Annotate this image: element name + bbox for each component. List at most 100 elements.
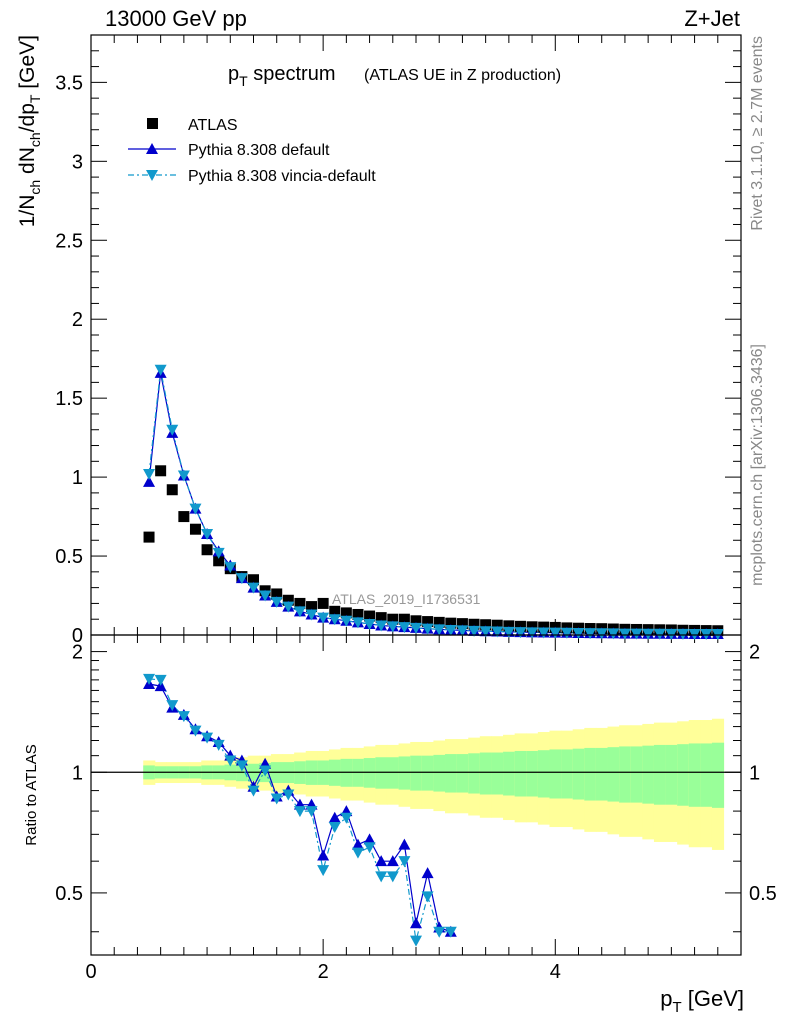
ratio-vincia-point [340, 812, 353, 824]
vincia-data-point [549, 627, 562, 639]
ratio-panel: 0.5 0.5 1 1 2 2 0 2 4 Ratio to ATLAS pT [GeV] [23, 634, 777, 1016]
vincia-data-point [421, 623, 434, 635]
main-subtitle: (ATLAS UE in Z production) [364, 67, 561, 84]
ratio-vincia-point [247, 785, 260, 797]
vincia-data-point [143, 468, 156, 480]
atlas-data-point [189, 523, 201, 535]
main-y-tick-label: 0 [72, 625, 83, 647]
ratio-uncertainty-bands [143, 718, 725, 850]
mcplots-reference-label: mcplots.cern.ch [arXiv:1306.3436] [749, 344, 766, 586]
ratio-vincia-point [433, 926, 446, 938]
ratio-vincia-point [444, 926, 457, 938]
ratio-default-point [398, 838, 411, 850]
vincia-data-point [247, 582, 260, 594]
atlas-data-point [213, 555, 225, 567]
vincia-data-point [676, 628, 689, 640]
ratio-x-axis-label: pT [GeV] [660, 986, 744, 1016]
vincia-data-point [572, 627, 585, 639]
ratio-stat-uncertainty-bin [398, 756, 411, 790]
ratio-vincia-point [166, 700, 179, 712]
ratio-stat-uncertainty-bin [630, 746, 643, 803]
x-axis-label-sub: T [672, 999, 681, 1016]
main-y-tick-label: 3 [72, 151, 83, 173]
vincia-data-point [618, 628, 631, 640]
x-axis-label-unit: [GeV] [682, 986, 744, 1011]
atlas-data-point [456, 618, 468, 630]
ratio-vincia-point [410, 935, 422, 947]
ratio-ticks: 0.5 0.5 1 1 2 2 0 2 4 [55, 642, 777, 983]
vincia-data-point [514, 627, 527, 639]
ratio-stat-uncertainty-bin [514, 750, 527, 797]
vincia-data-point [305, 609, 318, 621]
legend-atlas-label: ATLAS [188, 117, 238, 134]
ratio-vincia-point [328, 822, 341, 834]
ratio-stat-uncertainty-bin [642, 745, 655, 804]
vincia-data-point [386, 621, 399, 633]
main-title-word: spectrum [248, 63, 336, 85]
ratio-default-point [421, 867, 434, 879]
atlas-data-point [340, 607, 352, 619]
atlas-data-point [398, 613, 410, 625]
atlas-data-point [294, 597, 306, 609]
ratio-vincia-point [201, 732, 214, 744]
vincia-data-point [235, 573, 248, 585]
default-data-point [143, 475, 156, 487]
vincia-data-point [502, 626, 515, 638]
ratio-y-axis-label: Ratio to ATLAS [23, 744, 40, 845]
ratio-vincia-point [293, 806, 306, 818]
atlas-data-point [143, 531, 155, 543]
ratio-default-point [351, 838, 364, 850]
atlas-data-point [445, 617, 457, 629]
ratio-series [143, 673, 457, 947]
atlas-data-point [480, 619, 492, 631]
process-label: Z+Jet [684, 6, 740, 31]
ratio-vincia-point [212, 739, 225, 751]
ratio-stat-uncertainty-bin [561, 749, 574, 799]
ratio-vincia-point [386, 871, 399, 883]
ratio-panel-frame [90, 634, 742, 956]
vincia-data-point [201, 528, 214, 540]
main-y-tick-label: 0.5 [55, 546, 83, 568]
x-tick-label: 4 [550, 961, 561, 983]
vincia-data-point [491, 626, 504, 638]
atlas-data-point [433, 616, 445, 628]
atlas-data-point [166, 484, 178, 496]
legend: ATLAS Pythia 8.308 default Pythia 8.308 … [128, 117, 376, 185]
ratio-stat-uncertainty-bin [468, 753, 481, 794]
vincia-data-point [630, 628, 643, 640]
main-y-tick-label: 2 [72, 309, 83, 331]
main-y-axis-label: 1/Nch dNch/dpT [GeV] [16, 35, 43, 227]
ratio-y-tick-label-right: 1 [749, 762, 760, 784]
ratio-stat-uncertainty-bin [607, 747, 620, 802]
ratio-stat-uncertainty-bin [491, 752, 504, 795]
ratio-stat-uncertainty-bin [410, 755, 423, 791]
atlas-data-point [306, 601, 318, 613]
ratio-vincia-point [224, 755, 237, 767]
ratio-vincia-point [259, 765, 272, 777]
ratio-stat-uncertainty-bin [665, 744, 678, 805]
vincia-data-point [653, 628, 666, 640]
ratio-stat-uncertainty-bin [375, 757, 388, 789]
main-title-p: p [228, 63, 239, 85]
ratio-stat-uncertainty-bin [433, 754, 446, 792]
ratio-stat-uncertainty-bin [363, 758, 376, 788]
ratio-vincia-point [189, 725, 202, 737]
vincia-data-point [526, 627, 539, 639]
ratio-stat-uncertainty-bin [653, 744, 667, 805]
legend-default-marker [146, 143, 158, 154]
vincia-data-point [317, 612, 330, 624]
vincia-data-point [595, 628, 608, 640]
ratio-default-point [410, 917, 422, 929]
ratio-stat-uncertainty-bin [572, 748, 585, 800]
ratio-y-tick-label: 0.5 [55, 883, 83, 905]
ratio-default-point [386, 855, 399, 867]
atlas-data-point [468, 618, 480, 630]
ratio-default-point [317, 849, 330, 861]
ratio-default-point [375, 855, 388, 867]
beam-energy-label: 13000 GeV pp [105, 6, 247, 31]
vincia-data-point [584, 628, 597, 640]
vincia-data-point [328, 614, 341, 626]
vincia-data-point [665, 628, 678, 640]
vincia-data-point [340, 615, 353, 627]
main-y-tick-label: 1 [72, 467, 83, 489]
